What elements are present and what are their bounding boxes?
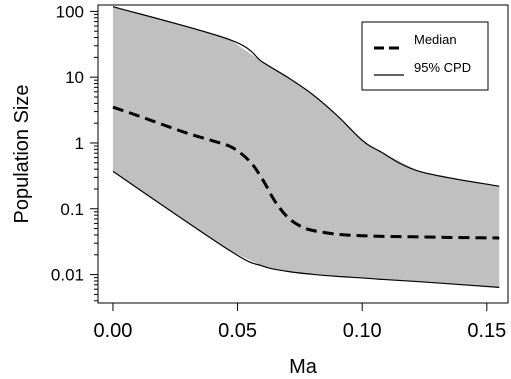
plot-area [112, 6, 500, 288]
legend-median-label: Median [414, 32, 457, 47]
y-tick-label: 100 [56, 2, 84, 21]
y-tick-label: 0.01 [51, 266, 84, 285]
legend: Median 95% CPD [361, 21, 489, 91]
y-tick-label: 1 [75, 134, 84, 153]
y-tick-label: 10 [65, 68, 84, 87]
cpd-upper-line [112, 6, 500, 187]
x-tick-label: 0.10 [343, 320, 382, 342]
cpd-lower-line [112, 170, 500, 288]
x-axis: 0.00 0.05 0.10 0.15 [93, 303, 506, 342]
y-tick-label: 0.1 [60, 200, 84, 219]
x-axis-title: Ma [289, 356, 318, 378]
x-tick-label: 0.05 [218, 320, 257, 342]
x-tick-label: 0.15 [467, 320, 506, 342]
median-line [112, 105, 500, 240]
y-axis-title: Population Size [11, 85, 33, 224]
legend-box [361, 21, 489, 91]
y-axis: 0.01 0.1 1 10 100 [51, 2, 98, 302]
x-tick-label: 0.00 [93, 320, 132, 342]
legend-cpd-label: 95% CPD [414, 60, 471, 75]
cpd-band [112, 6, 500, 288]
plot-frame [97, 4, 509, 304]
